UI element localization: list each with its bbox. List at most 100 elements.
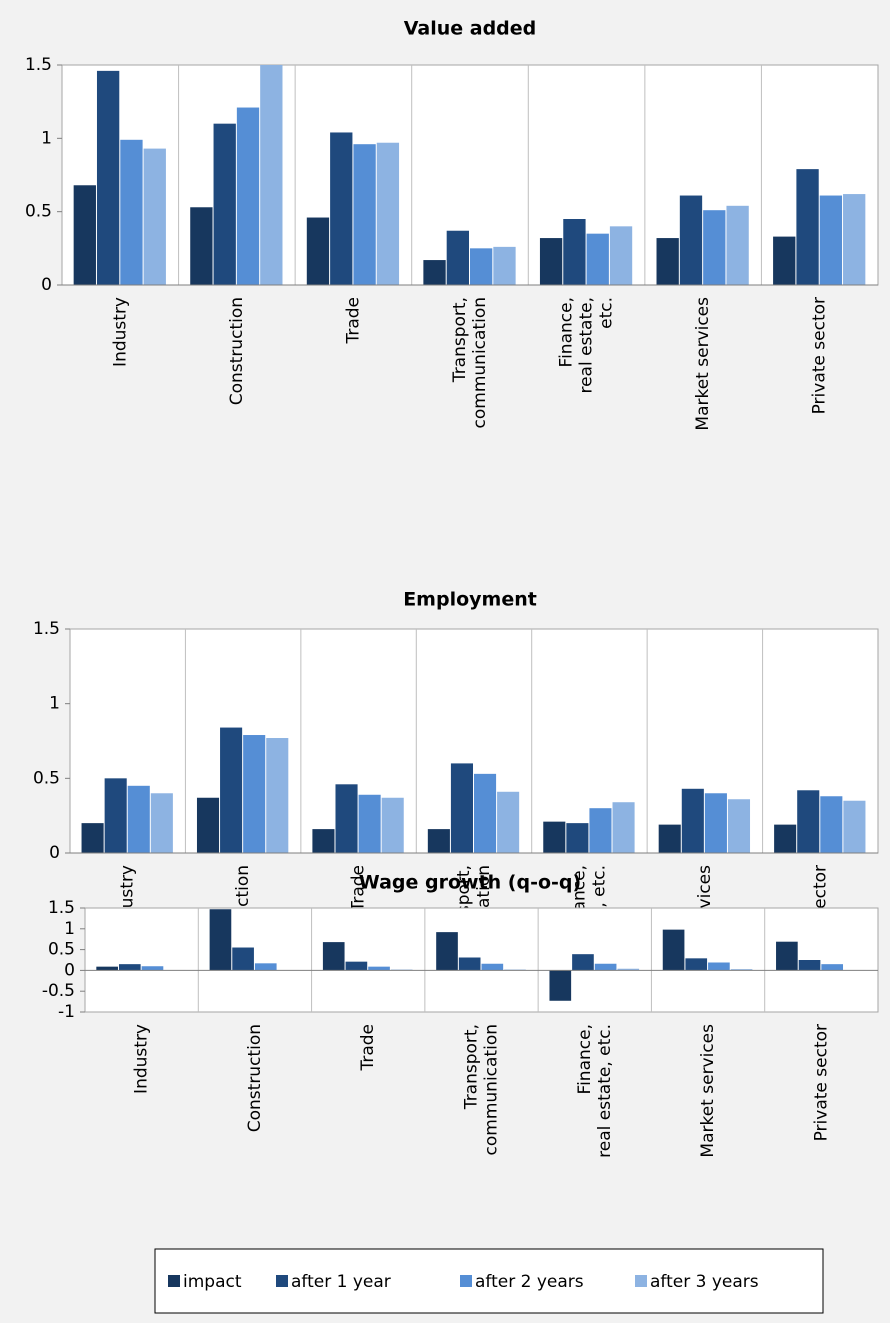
y-tick-label: 1.5 [25,55,52,75]
bar [662,929,685,971]
bar [81,823,104,853]
y-tick-label: -1 [58,1002,75,1022]
bar [474,773,497,853]
bar [821,964,844,971]
legend-label: after 3 years [650,1272,759,1292]
y-tick-label: 0.5 [48,940,75,960]
bar [436,932,458,971]
x-tick-label: Finance,real estate, etc. [575,1024,615,1158]
bar [458,957,481,971]
y-tick-label: 1 [49,694,60,714]
bar [493,246,516,285]
x-tick-label: Construction [227,297,247,405]
bar [232,947,254,971]
bar [118,964,141,971]
bar [73,185,96,285]
bar [543,821,566,853]
bar [708,962,730,971]
bar [141,966,164,971]
bar [143,148,166,285]
y-tick-label: 1 [64,919,75,939]
bar [335,784,358,853]
bar [254,963,277,971]
bar [213,123,236,286]
bar [196,797,220,853]
bar [96,70,120,285]
legend-swatch [635,1275,647,1287]
x-tick-label: Market services [693,297,713,431]
bar [617,968,640,971]
bar [586,233,609,285]
chart-title: Value added [404,18,537,40]
y-tick-label: 0 [41,275,52,295]
bar [236,107,260,286]
bar [266,738,289,853]
bar [658,824,681,853]
bar [306,217,330,285]
bar [612,802,635,853]
bar [797,790,820,853]
x-tick-label: Industry [110,297,130,367]
x-tick-label: Market services [698,1024,718,1158]
bar [150,793,173,853]
x-tick-label: Finance,real estate,etc. [557,297,617,394]
legend-swatch [168,1275,180,1287]
x-tick-label: Trade [349,865,369,913]
x-tick-label: Construction [245,1024,265,1132]
bar [330,132,353,285]
bar [345,961,368,971]
bar [127,785,150,853]
bar [726,205,749,285]
bar [381,797,404,853]
bar [774,824,797,853]
bar [539,238,563,285]
bar [470,248,493,285]
bar [609,226,633,285]
legend-label: impact [183,1272,242,1292]
bar [704,793,727,853]
bar [497,791,520,853]
bar [209,909,232,971]
x-tick-label: Private sector [811,1024,831,1141]
legend-box [154,1248,824,1314]
y-tick-label: 1.5 [33,619,60,639]
bar [566,823,589,853]
x-tick-label: Private sector [810,297,830,414]
bar [594,963,617,971]
bar [243,735,266,853]
bar [446,230,469,285]
bar [563,219,586,285]
bar [685,958,708,971]
bar [843,194,866,285]
bar [656,238,679,285]
x-tick-label: Transport,communication [462,1024,502,1155]
bar [368,966,390,971]
bar [376,142,400,285]
legend-label: after 1 year [291,1272,391,1292]
bar [589,808,612,853]
bar [260,65,283,285]
y-tick-label: 1.5 [48,898,75,918]
bar [703,210,726,285]
bar [549,970,572,1001]
y-tick-label: 0 [64,960,75,980]
y-tick-label: 0.5 [25,202,52,222]
x-tick-label: Industry [132,1024,152,1094]
bar [481,963,504,971]
bar [427,829,450,853]
bar [312,829,335,853]
y-tick-label: 0 [49,843,60,863]
bar [843,800,866,853]
x-tick-label: Trade [358,1024,378,1072]
bar [358,794,381,853]
bar [776,941,798,971]
y-tick-label: -0.5 [42,981,75,1001]
bar [820,796,843,853]
bar [220,727,243,853]
bar [572,954,594,971]
bar [190,207,213,285]
x-tick-label: Transport,communication [450,297,490,428]
bar [450,763,473,853]
